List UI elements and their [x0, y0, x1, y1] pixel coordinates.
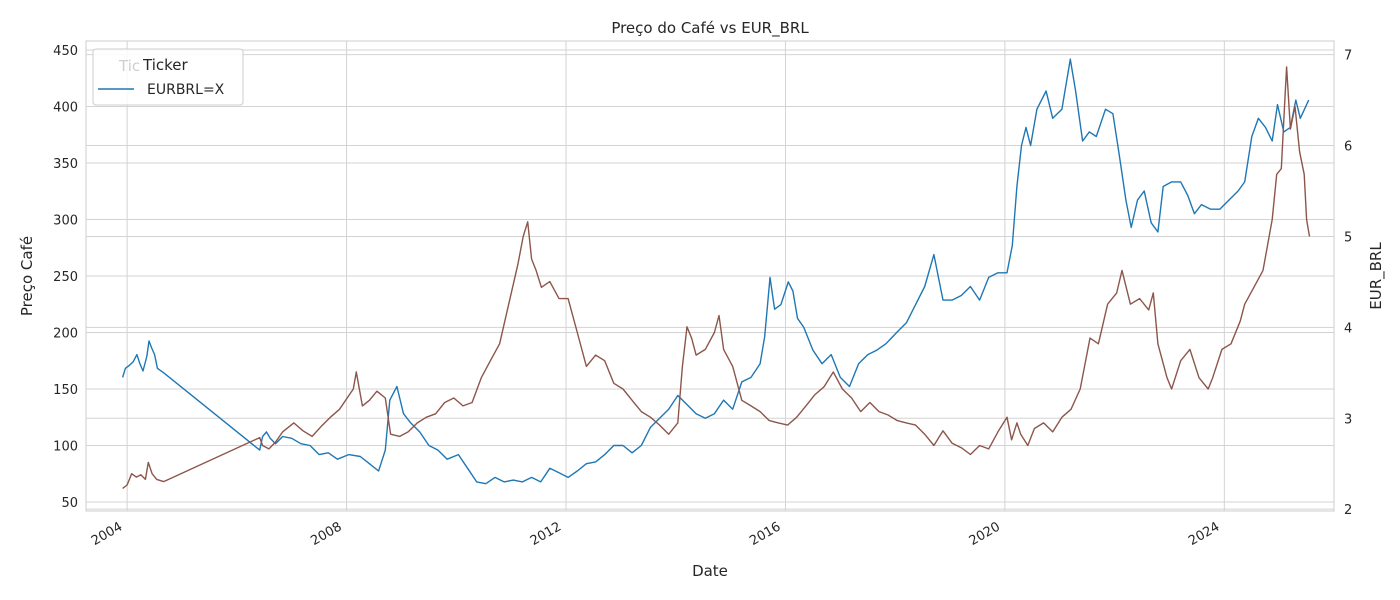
grid-lines — [86, 41, 1334, 511]
y-left-tick-label: 450 — [53, 44, 78, 59]
y-left-tick-label: 100 — [53, 439, 78, 454]
y-left-tick-label: 400 — [53, 101, 78, 116]
x-tick-label: 2008 — [308, 519, 344, 549]
legend-entry-eurbrl: EURBRL=X — [147, 82, 225, 98]
series-layer — [121, 58, 1311, 489]
y-left-tick-label: 300 — [53, 214, 78, 229]
x-tick-label: 2016 — [747, 519, 783, 549]
y-right-tick-label: 3 — [1344, 412, 1352, 427]
x-axis-label: Date — [692, 562, 728, 580]
y-right-tick-label: 6 — [1344, 140, 1352, 155]
x-tick-label: 2004 — [89, 519, 125, 549]
x-tick-label: 2012 — [528, 519, 564, 549]
y-left-tick-label: 150 — [53, 383, 78, 398]
legend-box — [92, 48, 244, 106]
x-tick-label: 2024 — [1186, 519, 1222, 549]
y-right-tick-label: 4 — [1344, 321, 1352, 336]
y-right-tick-label: 5 — [1344, 230, 1352, 245]
y-right-tick-label: 7 — [1344, 49, 1352, 64]
series-line-coffee-price — [122, 66, 1311, 489]
legend-title: Ticker — [142, 56, 188, 74]
x-tick-label: 2020 — [967, 519, 1003, 549]
y-axis-left-label: Preço Café — [18, 236, 36, 316]
legend-title-ghost: Tic — [118, 57, 140, 75]
y-left-tick-label: 50 — [61, 496, 78, 511]
y-left-tick-label: 250 — [53, 270, 78, 285]
y-right-tick-label: 2 — [1344, 503, 1352, 518]
y-axis-right-label: EUR_BRL — [1367, 242, 1386, 310]
series-line-eurbrl — [121, 58, 1310, 485]
legend: Tic Ticker EURBRL=X — [92, 48, 244, 106]
y-left-tick-label: 350 — [53, 157, 78, 172]
chart-title: Preço do Café vs EUR_BRL — [611, 19, 809, 38]
y-left-tick-label: 200 — [53, 326, 78, 341]
